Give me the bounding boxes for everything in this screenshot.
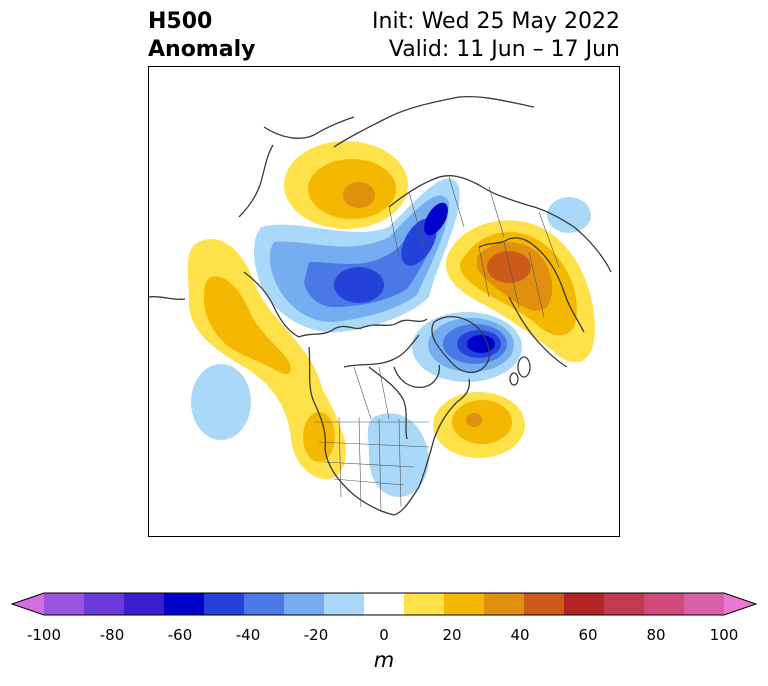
colorbar-bin bbox=[84, 593, 125, 615]
colorbar-tick-label: -40 bbox=[235, 626, 261, 644]
anomaly-negative-greenland bbox=[412, 312, 522, 382]
colorbar-bin bbox=[404, 593, 445, 615]
colorbar-tick-label: 80 bbox=[646, 626, 666, 644]
colorbar-tick-label: -60 bbox=[167, 626, 193, 644]
colorbar-bin bbox=[124, 593, 165, 615]
colorbar-bin bbox=[644, 593, 685, 615]
anomaly-positive-western-us bbox=[289, 367, 346, 480]
colorbar-bin bbox=[484, 593, 525, 615]
anomaly-positive-europe bbox=[445, 220, 595, 363]
title-variable: H500 bbox=[148, 9, 213, 34]
valid-range: Valid: 11 Jun – 17 Jun bbox=[388, 37, 620, 62]
colorbar bbox=[10, 592, 758, 616]
colorbar-bin bbox=[564, 593, 605, 615]
colorbar-bin bbox=[284, 593, 325, 615]
colorbar-bin bbox=[604, 593, 645, 615]
title-right: Init: Wed 25 May 2022 Valid: 11 Jun – 17… bbox=[372, 8, 620, 64]
colorbar-tick-label: -100 bbox=[26, 626, 62, 644]
anomaly-positive-pacific bbox=[187, 238, 326, 450]
colorbar-tick-label: -20 bbox=[303, 626, 329, 644]
anomaly-positive-atlantic bbox=[433, 392, 525, 458]
colorbar-tick-label: 60 bbox=[578, 626, 598, 644]
colorbar-bin bbox=[44, 593, 85, 615]
anomaly-negative-eastern-us bbox=[367, 413, 429, 497]
colorbar-bin bbox=[324, 593, 365, 615]
colorbar-tick-label: 100 bbox=[709, 626, 739, 644]
colorbar-bin bbox=[444, 593, 485, 615]
coastlines bbox=[149, 96, 612, 516]
title-field: Anomaly bbox=[148, 37, 256, 62]
anomaly-map bbox=[149, 96, 612, 516]
map-panel bbox=[148, 66, 620, 537]
colorbar-unit-label: m bbox=[373, 648, 395, 672]
colorbar-bin bbox=[524, 593, 565, 615]
colorbar-bin bbox=[364, 593, 405, 615]
colorbar-tick-label: -80 bbox=[99, 626, 125, 644]
colorbar-tick-label: 20 bbox=[442, 626, 462, 644]
init-date: Init: Wed 25 May 2022 bbox=[372, 9, 620, 34]
anomaly-positive-siberia bbox=[284, 141, 408, 229]
colorbar-bin bbox=[244, 593, 285, 615]
anomaly-negative-north-pacific bbox=[191, 364, 251, 440]
colorbar-outline bbox=[10, 592, 758, 616]
colorbar-bin bbox=[204, 593, 245, 615]
colorbar-bin bbox=[684, 593, 725, 615]
colorbar-extend-min bbox=[12, 593, 44, 615]
title-left: H500 Anomaly bbox=[148, 8, 255, 64]
political-borders bbox=[314, 176, 560, 513]
colorbar-tick-label: 40 bbox=[510, 626, 530, 644]
colorbar-tick-label: 0 bbox=[379, 626, 389, 644]
colorbar-extend-max bbox=[724, 593, 756, 615]
colorbar-bin bbox=[164, 593, 205, 615]
anomaly-negative-arctic bbox=[253, 178, 460, 333]
anomaly-negative-east-siberia bbox=[547, 197, 591, 233]
